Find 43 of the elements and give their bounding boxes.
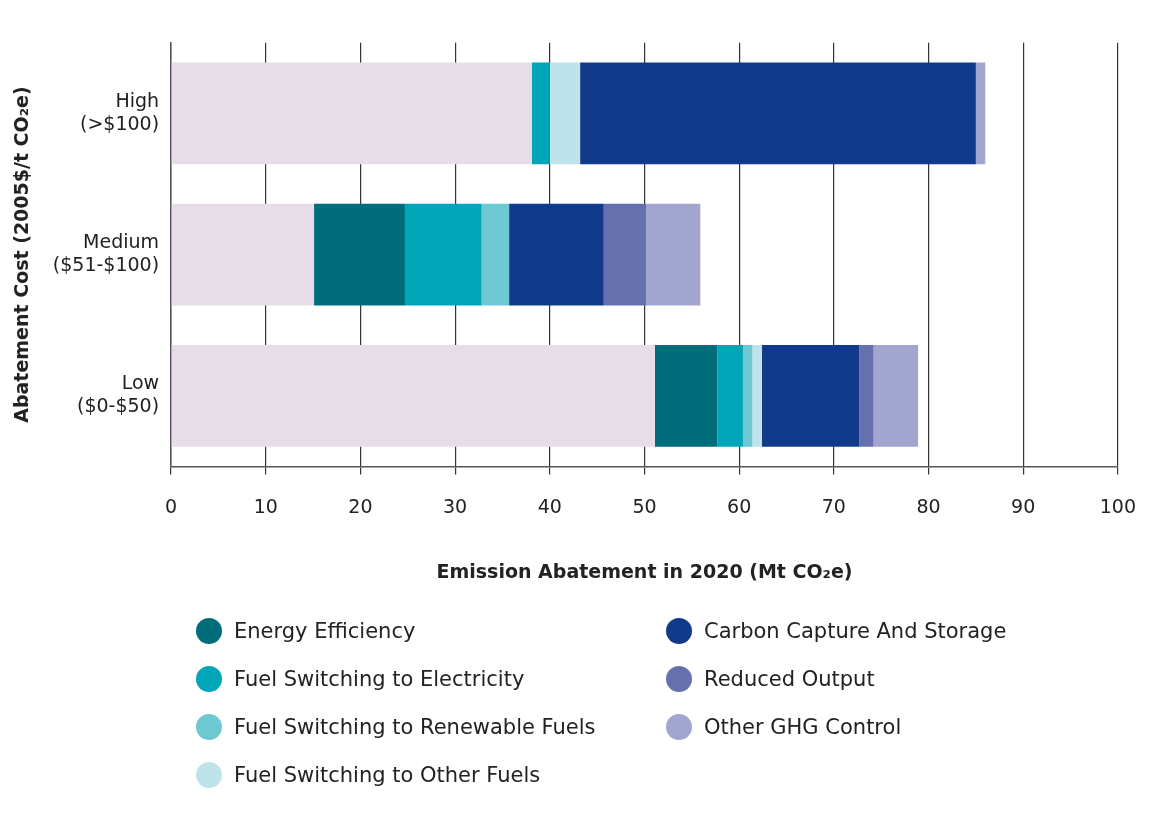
bar <box>859 344 874 447</box>
y-tick-label: Medium ($51-$100) <box>52 230 160 275</box>
x-tick-label: 20 <box>348 494 373 517</box>
y-tick-label: High (>$100) <box>79 88 160 134</box>
legend-label: Energy Efficiency <box>234 619 416 643</box>
legend-label: Carbon Capture And Storage <box>704 619 1007 643</box>
bar <box>171 62 532 165</box>
x-tick-label: 100 <box>1099 494 1136 517</box>
bar <box>761 344 860 447</box>
bar <box>509 203 604 306</box>
y-tick-label: Low ($0-$50) <box>76 371 160 417</box>
x-tick-label: 70 <box>821 494 846 517</box>
bar <box>531 62 550 165</box>
bar <box>171 344 655 447</box>
x-tick-label: 90 <box>1011 494 1036 517</box>
bar <box>481 203 510 306</box>
bar <box>654 344 718 447</box>
x-tick-label: 40 <box>537 494 562 517</box>
bar <box>742 344 753 447</box>
x-axis-title: Emission Abatement in 2020 (Mt CO₂e) <box>436 559 853 582</box>
x-tick-label: 50 <box>632 494 657 517</box>
bar <box>171 203 315 306</box>
legend-label: Fuel Switching to Other Fuels <box>234 763 541 787</box>
bar <box>314 203 405 306</box>
legend-label: Reduced Output <box>704 667 875 691</box>
bar <box>404 203 482 306</box>
legend-label: Other GHG Control <box>704 715 902 739</box>
x-tick-label: 0 <box>165 494 178 517</box>
x-tick-label: 30 <box>443 494 468 517</box>
y-axis-title: Abatement Cost (2005$/t CO₂e) <box>10 86 33 423</box>
bar <box>752 344 762 447</box>
bar <box>717 344 743 447</box>
legend-label: Fuel Switching to Renewable Fuels <box>234 715 596 739</box>
x-tick-label: 10 <box>253 494 278 517</box>
bar <box>975 62 986 165</box>
bar <box>603 203 647 306</box>
bar <box>873 344 919 447</box>
legend-label: Fuel Switching to Electricity <box>234 667 525 691</box>
bar <box>549 62 581 165</box>
bar <box>646 203 701 306</box>
bar <box>580 62 976 165</box>
x-tick-label: 80 <box>916 494 941 517</box>
x-tick-label: 60 <box>727 494 752 517</box>
